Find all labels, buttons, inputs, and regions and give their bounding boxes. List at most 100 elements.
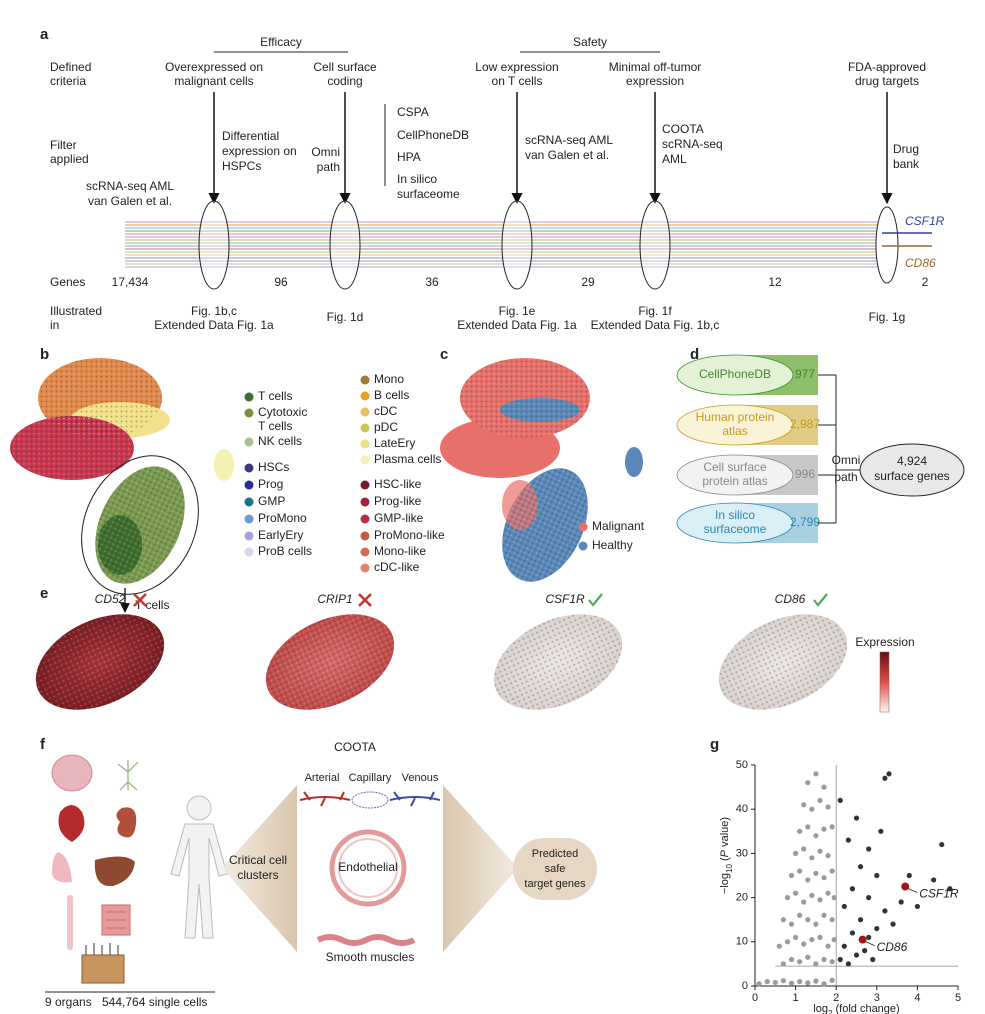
legend-swatch: [360, 455, 370, 465]
cross-icon: [358, 593, 372, 607]
point: [821, 956, 827, 963]
texture: [10, 416, 134, 480]
point: [788, 921, 795, 927]
point: [849, 930, 856, 936]
legend-label: HSC-like: [374, 477, 422, 491]
gene-count: 2: [922, 275, 929, 289]
point: [809, 806, 815, 812]
result-box: [513, 838, 597, 900]
cluster-blob: [214, 449, 234, 481]
point: [813, 921, 819, 927]
source-ellipse: [676, 354, 794, 396]
output-label: target genes: [524, 878, 586, 890]
filter-label: AML: [662, 152, 687, 166]
source-count: 996: [795, 467, 815, 481]
y-axis-label: −log10 (P value): [719, 817, 734, 894]
point-label: CSF1R: [919, 887, 959, 901]
y-tick-label: 20: [736, 892, 748, 904]
y-axis-label-part: P: [719, 849, 731, 857]
gene-count: 29: [581, 275, 595, 289]
colorbar-label: Expression: [855, 635, 914, 649]
row-label: Illustrated: [50, 304, 102, 318]
filter-label: scRNA-seq AML: [525, 133, 613, 147]
y-tick-label: 40: [736, 803, 748, 815]
y-axis-label-part: (: [719, 857, 731, 864]
point: [797, 912, 803, 918]
smooth-muscle: [316, 934, 416, 946]
figure-ref: Extended Data Fig. 1b,c: [591, 318, 720, 332]
footer: 9 organs: [45, 995, 92, 1009]
cell-type: Endothelial: [338, 860, 397, 874]
legend-label: LateEry: [374, 436, 415, 450]
point: [805, 824, 811, 830]
point: [837, 797, 843, 803]
y-axis-label-part: 10: [725, 864, 734, 873]
organs: [45, 754, 597, 993]
point: [817, 848, 823, 854]
outline: [81, 455, 199, 595]
row-label: Genes: [50, 275, 85, 289]
criterion: on T cells: [492, 74, 543, 88]
point: [882, 908, 888, 914]
point: [805, 954, 811, 960]
umap-e: [35, 614, 890, 713]
row-label: applied: [50, 152, 89, 166]
point: [825, 804, 831, 810]
point: [805, 877, 811, 883]
legend-label: Mono-like: [374, 544, 426, 558]
filter-ellipse: [639, 200, 671, 290]
final-gene: CD86: [905, 256, 936, 270]
source-ellipse: [676, 404, 794, 446]
texture: [95, 466, 185, 584]
filter-ellipse: [875, 206, 899, 284]
point: [813, 870, 819, 876]
y-tick-label: 10: [736, 936, 748, 948]
filter-label: Omni: [311, 145, 340, 159]
legend-swatch: [578, 522, 588, 532]
intestine: [101, 904, 131, 936]
legend-label: Healthy: [592, 538, 633, 552]
texture: [265, 614, 395, 710]
legend-swatch: [360, 514, 370, 524]
hair: [85, 943, 119, 955]
funnel-left: [222, 785, 297, 952]
figure-ref: Fig. 1f: [638, 304, 672, 318]
check-icon: [813, 593, 828, 607]
skin: [81, 954, 125, 984]
y-tick-label: 50: [736, 759, 748, 771]
point: [866, 934, 872, 940]
output-label: safe: [545, 863, 566, 875]
row-label: Filter: [50, 138, 77, 152]
criterion: Cell surface: [313, 60, 377, 74]
body-head: [186, 795, 212, 821]
point: [797, 978, 803, 985]
cluster-blob: [625, 447, 643, 477]
criterion: Minimal off-tumor: [609, 60, 701, 74]
source-label: scRNA-seq AML: [86, 179, 174, 193]
point: [809, 892, 815, 898]
x-axis-label-part: log: [813, 1003, 828, 1014]
funnel-right: [443, 785, 518, 952]
criterion: coding: [327, 74, 362, 88]
panel-label: b: [40, 346, 49, 363]
kidney: [116, 807, 137, 838]
figure-ref: Extended Data Fig. 1a: [154, 318, 274, 332]
point: [825, 890, 831, 896]
legend-swatch: [244, 497, 254, 507]
legend-swatch: [244, 547, 254, 557]
filter-label: van Galen et al.: [525, 148, 609, 162]
legend-swatch: [360, 480, 370, 490]
colorbar: [879, 651, 890, 713]
point: [831, 936, 837, 943]
point: [862, 948, 868, 954]
source-name: surfaceome: [704, 522, 767, 536]
row-label: in: [50, 318, 59, 332]
artery: [299, 791, 351, 807]
legend-swatch: [360, 531, 370, 541]
point: [756, 981, 762, 987]
point: [805, 917, 811, 923]
panel-label: c: [440, 346, 448, 363]
point: [866, 846, 872, 852]
point: [797, 868, 803, 874]
